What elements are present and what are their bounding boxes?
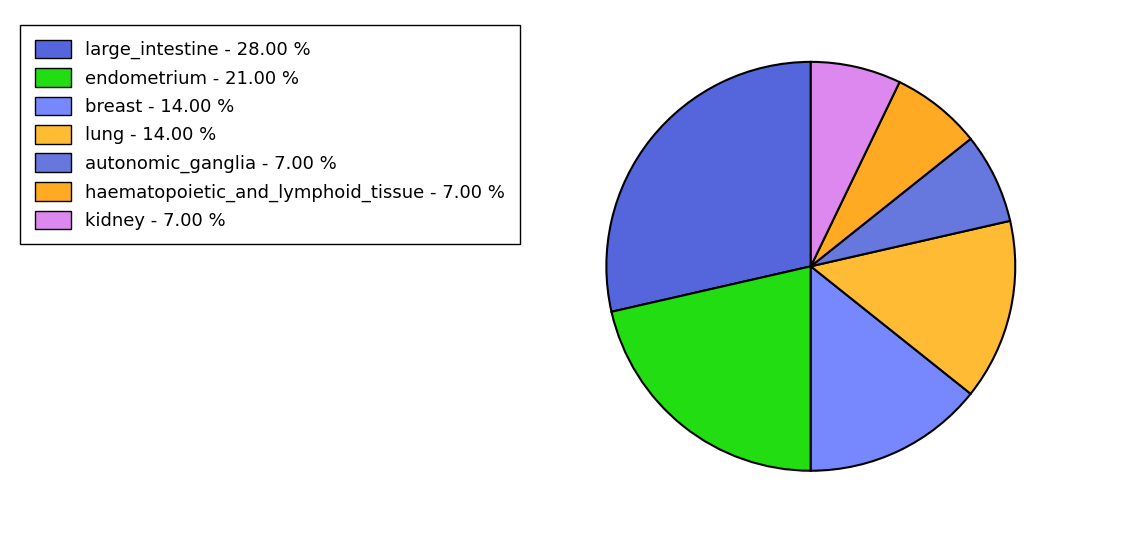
Wedge shape <box>811 221 1015 394</box>
Wedge shape <box>811 82 971 266</box>
Wedge shape <box>811 139 1010 266</box>
Wedge shape <box>611 266 811 471</box>
Wedge shape <box>811 62 899 266</box>
Legend: large_intestine - 28.00 %, endometrium - 21.00 %, breast - 14.00 %, lung - 14.00: large_intestine - 28.00 %, endometrium -… <box>20 25 519 244</box>
Wedge shape <box>607 62 811 312</box>
Wedge shape <box>811 266 971 471</box>
